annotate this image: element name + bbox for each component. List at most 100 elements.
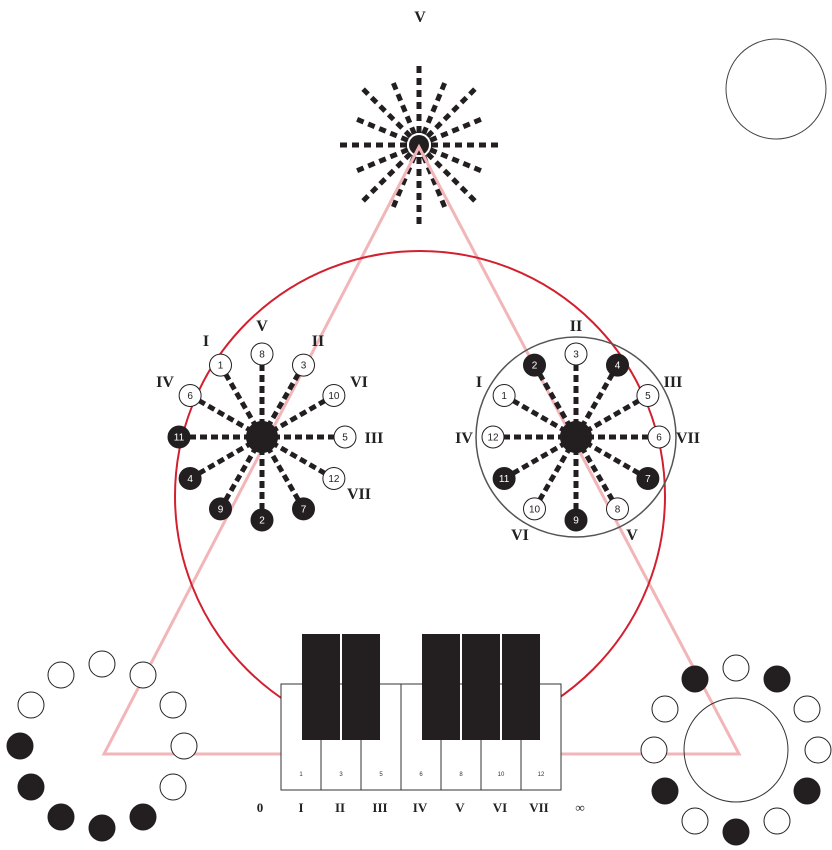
ring-dot [170,732,198,760]
wheel-spoke [512,434,578,476]
scale-degree-label: 0 [257,800,264,815]
sunburst-top [339,65,499,225]
ring-dot [129,661,157,689]
note-node-filled [292,497,315,521]
note-number: 11 [499,474,510,485]
scale-degree-label: IV [413,800,428,815]
white-key-number: 10 [498,772,505,778]
note-number: 5 [645,391,651,402]
note-number: 3 [573,350,579,361]
note-number: 3 [301,361,307,372]
ring-dot-filled [722,818,750,846]
degree-label: V [626,527,638,544]
scale-degree-label: VI [493,800,507,815]
note-node [209,353,232,377]
ring-dot-filled [129,803,157,831]
wheel-left: 8 V 3 II 10 VI 5 III 12 VII 7 2 9 4 11 6 IV 1I [156,318,383,532]
ring-dot [651,695,679,723]
black-key [422,634,460,740]
degree-label: IV [455,430,473,447]
note-node [333,425,357,449]
white-key-number: 3 [339,772,343,778]
note-node [636,384,660,407]
note-node-filled [250,508,274,532]
ring-dot [640,736,668,764]
wheel-spoke [574,398,640,440]
note-node [250,342,274,366]
note-number: 11 [174,433,185,444]
dot-ring-left [6,650,198,842]
wheel-spoke [512,398,578,440]
top-label: V [414,9,426,26]
keyboard: 1 3 5 6 8 10 120 I II III IV V VI VII ∞ [257,634,585,815]
note-number: 4 [187,474,193,485]
note-node-filled [606,353,629,377]
scale-degree-label: I [298,800,303,815]
note-number: 9 [573,516,579,527]
note-number: 1 [501,391,507,402]
note-node-filled [636,467,660,490]
note-node-filled [492,467,516,490]
ring-dot-filled [17,773,45,801]
degree-label: I [476,374,482,391]
white-key-number: 8 [459,772,463,778]
wheel-ring [475,336,677,538]
ring-dot [722,654,750,682]
note-number: 4 [615,361,621,372]
ring-dot [793,695,821,723]
scale-degree-label: III [372,800,387,815]
white-key-number: 12 [538,772,545,778]
note-node-filled [523,353,546,377]
note-node [322,467,346,490]
degree-label: VI [511,527,529,544]
ring-dot [804,736,832,764]
note-number: 12 [328,474,340,485]
note-node-filled [178,467,202,490]
black-key [342,634,380,740]
scale-degree-label: V [455,800,465,815]
red-circle [174,250,666,742]
black-key [302,634,340,740]
note-number: 8 [259,350,265,361]
black-key [462,634,500,740]
sunburst-ray [360,143,421,204]
note-node [178,384,202,407]
ring-dot [159,773,187,801]
degree-label: VII [676,430,700,447]
degree-label: II [570,318,582,335]
note-number: 2 [532,361,538,372]
ring-dot [88,650,116,678]
ring-dot-filled [47,803,75,831]
white-key-number: 5 [379,772,383,778]
ring-dot-filled [793,777,821,805]
note-number: 1 [218,361,224,372]
wheel-center-ray [261,430,278,439]
note-number: 7 [301,504,307,515]
note-number: 6 [656,433,662,444]
degree-label: VI [350,374,368,391]
note-number: 6 [187,391,193,402]
ring-dot [681,807,709,835]
note-node-filled [167,425,191,449]
degree-label: IV [156,374,174,391]
ring-dot-filled [681,665,709,693]
note-number: 5 [342,433,348,444]
note-number: 12 [487,433,499,444]
sunburst-ray [417,143,478,204]
dot-ring-right [640,654,832,846]
ring-dot-filled [651,777,679,805]
note-number: 2 [259,516,265,527]
moon-circle [725,38,827,140]
wheel-right: 3 II 4 5 III 6 VII 7 8 V 9 10 VI 11 12 IV 1 I 2 [455,318,700,544]
white-key-number: 1 [299,772,303,778]
ring-dot-filled [763,665,791,693]
note-node [564,342,588,366]
note-node [492,384,516,407]
note-number: 10 [529,504,541,515]
note-number: 9 [218,504,224,515]
degree-label: II [312,333,324,350]
ring-dot [47,661,75,689]
ring-dot-filled [6,732,34,760]
scale-degree-label: ∞ [575,800,584,815]
